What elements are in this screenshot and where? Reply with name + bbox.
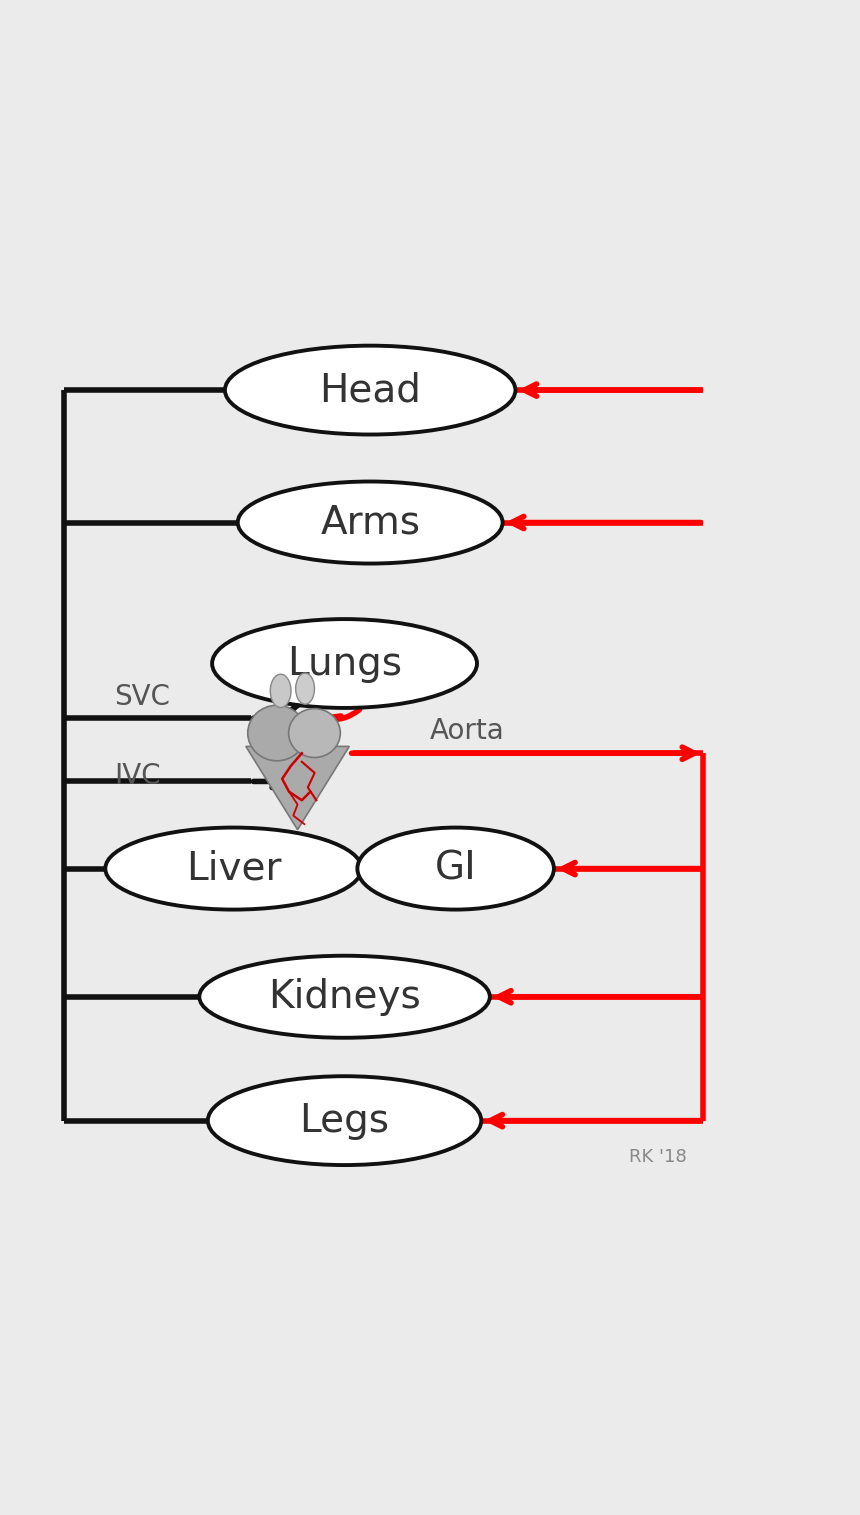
Text: Legs: Legs	[299, 1101, 390, 1139]
Polygon shape	[246, 747, 349, 830]
Ellipse shape	[296, 673, 315, 704]
Ellipse shape	[212, 620, 477, 708]
Text: Kidneys: Kidneys	[268, 977, 421, 1015]
Text: IVC: IVC	[114, 762, 161, 789]
Text: RK '18: RK '18	[629, 1148, 686, 1167]
Ellipse shape	[237, 482, 502, 564]
Text: Liver: Liver	[186, 850, 281, 888]
Ellipse shape	[208, 1076, 482, 1165]
Ellipse shape	[225, 345, 515, 435]
Ellipse shape	[248, 706, 306, 761]
Ellipse shape	[358, 827, 554, 909]
Text: Head: Head	[319, 371, 421, 409]
Text: SVC: SVC	[114, 682, 170, 711]
Text: Arms: Arms	[320, 503, 421, 541]
Ellipse shape	[289, 709, 341, 758]
Text: GI: GI	[435, 850, 476, 888]
Text: Lungs: Lungs	[287, 644, 402, 683]
Ellipse shape	[200, 956, 490, 1038]
Ellipse shape	[105, 827, 362, 909]
Ellipse shape	[270, 674, 291, 708]
Text: Aorta: Aorta	[430, 717, 505, 745]
